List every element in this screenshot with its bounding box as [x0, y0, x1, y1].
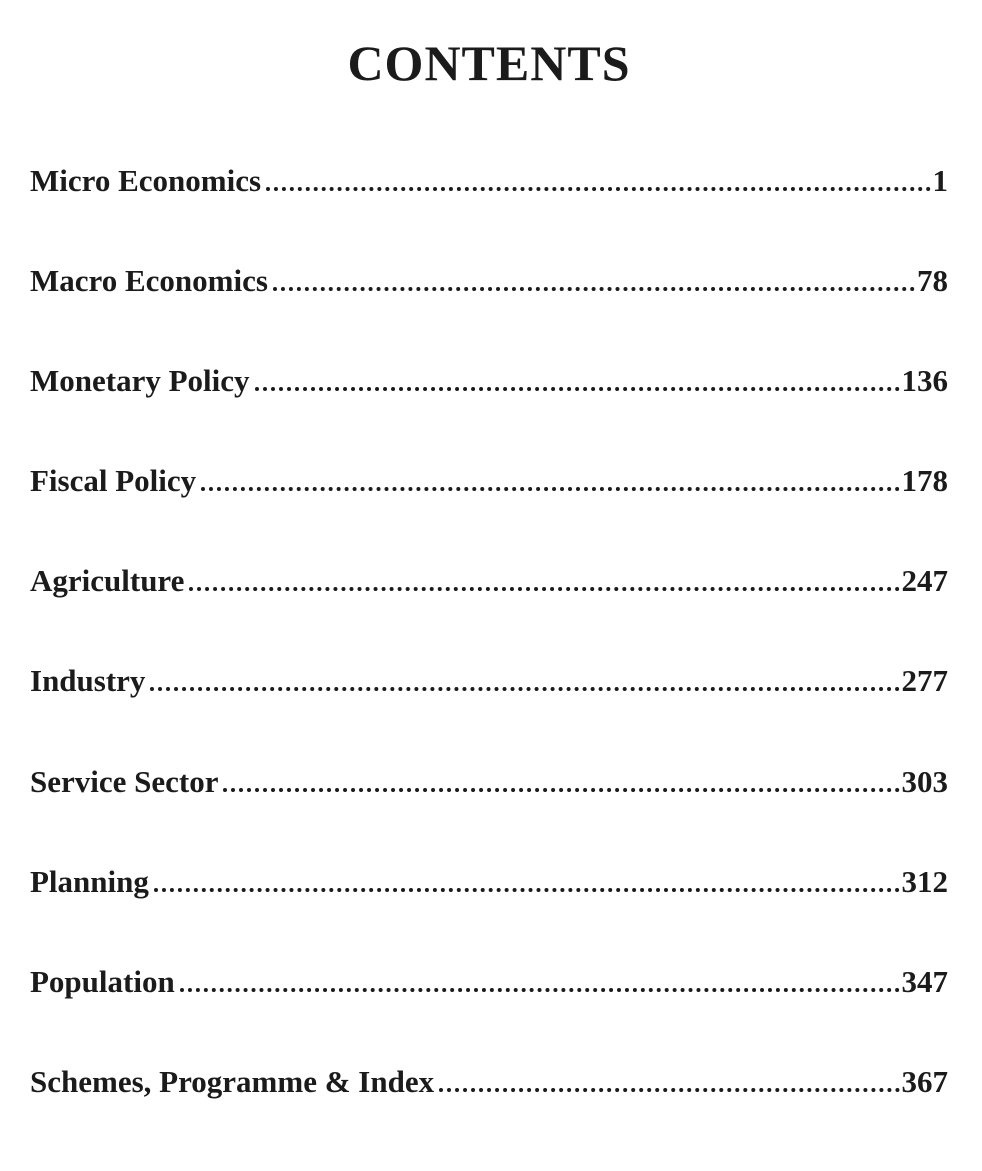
dot-leader	[179, 987, 900, 992]
dot-leader	[272, 287, 915, 292]
page-title: CONTENTS	[347, 35, 631, 91]
dot-leader	[153, 887, 900, 892]
toc-entry-page-number: 312	[901, 863, 949, 899]
toc-entry-page-number: 136	[901, 363, 949, 399]
toc-entry: Service Sector 303	[30, 763, 949, 799]
toc-entry-label: Macro Economics	[30, 263, 268, 299]
toc-entry-label: Planning	[30, 863, 149, 899]
toc-entry-page-number: 78	[917, 263, 948, 299]
toc-entry-label: Micro Economics	[30, 163, 262, 198]
dot-leader	[254, 387, 900, 392]
toc-entry-page-number: 277	[901, 663, 949, 699]
toc-entry-label: Schemes, Programme & Index	[30, 1063, 435, 1099]
toc-entry-page-number: 347	[901, 963, 949, 999]
dot-leader	[223, 787, 900, 792]
toc-entry: Macro Economics 78	[30, 263, 948, 299]
toc-entry: Schemes, Programme & Index 367	[30, 1063, 949, 1099]
toc-entry-label: Agriculture	[30, 563, 185, 599]
toc-entry: Micro Economics 1	[30, 163, 949, 198]
toc-entry-label: Fiscal Policy	[30, 463, 197, 499]
toc-entry-page-number: 303	[901, 763, 949, 799]
toc-entry: Monetary Policy 136	[30, 364, 948, 398]
dot-leader	[439, 1087, 900, 1092]
toc-list: Micro Economics 1 Macro Economics 78 Mon…	[30, 163, 949, 1099]
dot-leader	[189, 587, 900, 592]
toc-entry-label: Service Sector	[30, 763, 219, 799]
toc-entry-label: Population	[30, 963, 175, 999]
dot-leader	[201, 487, 900, 492]
toc-entry: Fiscal Policy 178	[30, 464, 948, 498]
dot-leader	[150, 687, 900, 692]
toc-entry: Planning 312	[30, 863, 949, 899]
toc-entry: Industry 277	[30, 664, 948, 698]
toc-entry-page-number: 178	[901, 463, 949, 499]
toc-entry-label: Industry	[30, 663, 146, 699]
toc-entry-page-number: 1	[932, 163, 949, 198]
toc-entry-page-number: 367	[901, 1063, 949, 1099]
toc-entry-page-number: 247	[901, 563, 949, 599]
toc-entry: Agriculture 247	[30, 564, 948, 598]
dot-leader	[266, 187, 931, 191]
toc-entry-label: Monetary Policy	[30, 363, 250, 399]
toc-entry: Population 347	[30, 963, 949, 999]
